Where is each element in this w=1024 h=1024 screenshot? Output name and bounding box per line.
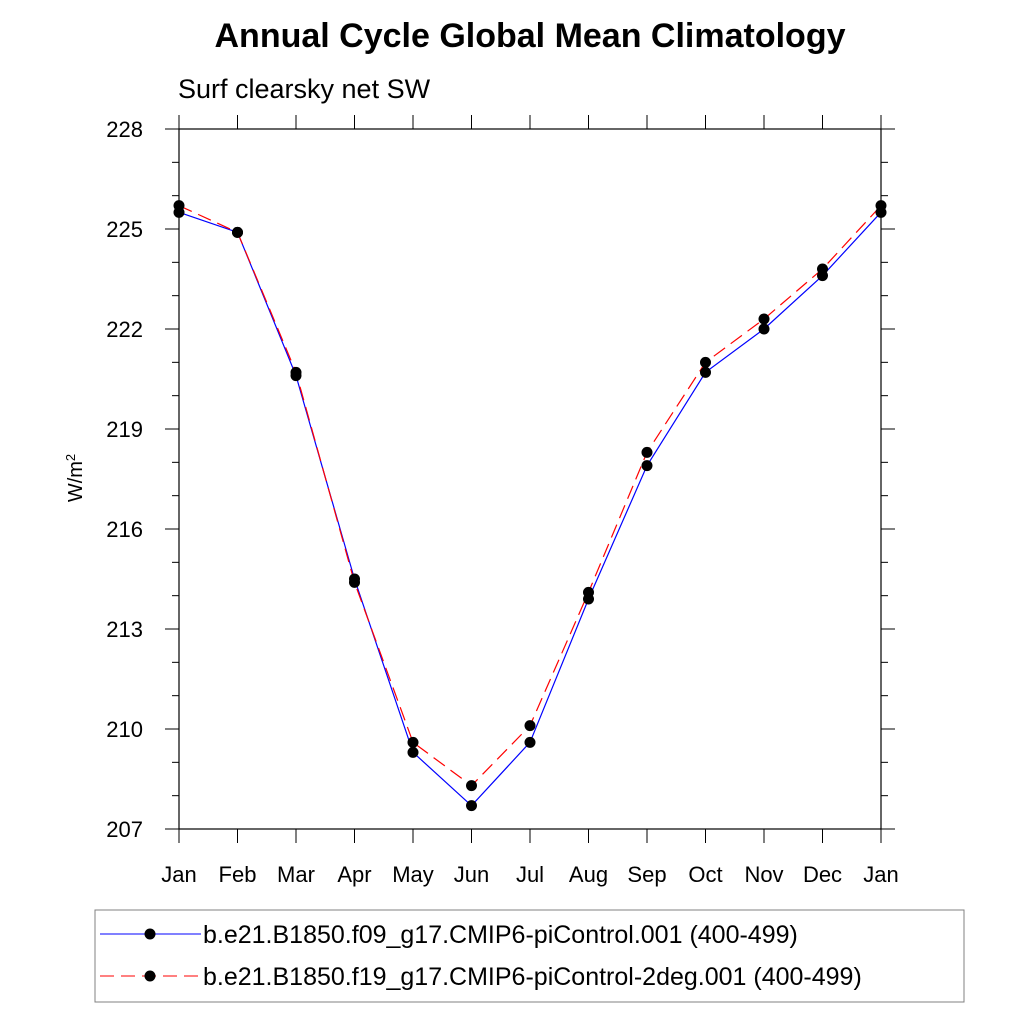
y-axis-label: W/m2: [63, 454, 88, 502]
series-layer: [173, 200, 887, 812]
x-tick-label: Feb: [219, 862, 257, 887]
data-point-series-2: [407, 736, 419, 748]
data-point-series-1: [758, 323, 770, 335]
x-tick-label: Jan: [161, 862, 196, 887]
x-tick-label: Jul: [516, 862, 544, 887]
chart-subtitle: Surf clearsky net SW: [178, 74, 431, 104]
x-tick-label: Apr: [337, 862, 371, 887]
y-tick-label: 210: [106, 717, 143, 742]
y-tick-label: 225: [106, 217, 143, 242]
data-point-series-2: [817, 263, 828, 275]
series-line-2: [178, 205, 882, 787]
x-tick-label: Oct: [688, 862, 722, 887]
legend-label-series-1: b.e21.B1850.f09_g17.CMIP6-piControl.001 …: [203, 921, 798, 949]
chart-title: Annual Cycle Global Mean Climatology: [215, 17, 846, 55]
data-point-series-2: [583, 586, 594, 598]
legend-box: [94, 909, 965, 1003]
data-point-series-1: [524, 736, 536, 748]
data-point-series-2: [641, 446, 653, 458]
x-tick-label: Nov: [744, 862, 783, 887]
data-point-series-2: [875, 200, 887, 212]
legend-marker-series-1: [144, 928, 156, 940]
y-tick-label: 228: [106, 117, 143, 142]
y-axis-label-base: W/m: [65, 461, 87, 502]
x-tick-label: May: [392, 862, 434, 887]
data-point-series-1: [641, 460, 653, 472]
data-point-series-2: [758, 313, 770, 325]
x-tick-label: Sep: [627, 862, 666, 887]
y-tick-label: 216: [106, 517, 143, 542]
x-tick-label: Dec: [803, 862, 842, 887]
x-tick-label: Aug: [569, 862, 608, 887]
x-tick-label: Mar: [277, 862, 315, 887]
data-point-series-2: [700, 356, 711, 368]
legend-label-series-2: b.e21.B1850.f19_g17.CMIP6-piControl-2deg…: [203, 963, 862, 991]
data-point-series-1: [700, 366, 711, 378]
y-tick-label: 222: [106, 317, 143, 342]
legend: b.e21.B1850.f09_g17.CMIP6-piControl.001 …: [94, 909, 965, 1003]
data-point-series-2: [524, 720, 536, 732]
data-point-series-2: [349, 576, 360, 588]
x-tick-label: Jan: [863, 862, 898, 887]
legend-marker-series-2: [144, 970, 156, 982]
y-axis-label-sup: 2: [63, 454, 78, 461]
y-tick-label: 213: [106, 617, 143, 642]
data-point-series-2: [232, 226, 243, 238]
data-point-series-1: [466, 800, 477, 812]
series-line-1: [178, 211, 882, 807]
x-tick-label: Jun: [454, 862, 489, 887]
data-point-series-2: [466, 780, 477, 792]
data-point-series-2: [173, 200, 185, 212]
data-point-series-2: [290, 366, 302, 378]
axes: 207 210 213 216 219 222 225 228 Jan Feb Mar Apr May J…: [106, 115, 899, 887]
data-point-series-1: [407, 746, 419, 758]
y-tick-label: 207: [106, 817, 143, 842]
y-tick-label: 219: [106, 417, 143, 442]
